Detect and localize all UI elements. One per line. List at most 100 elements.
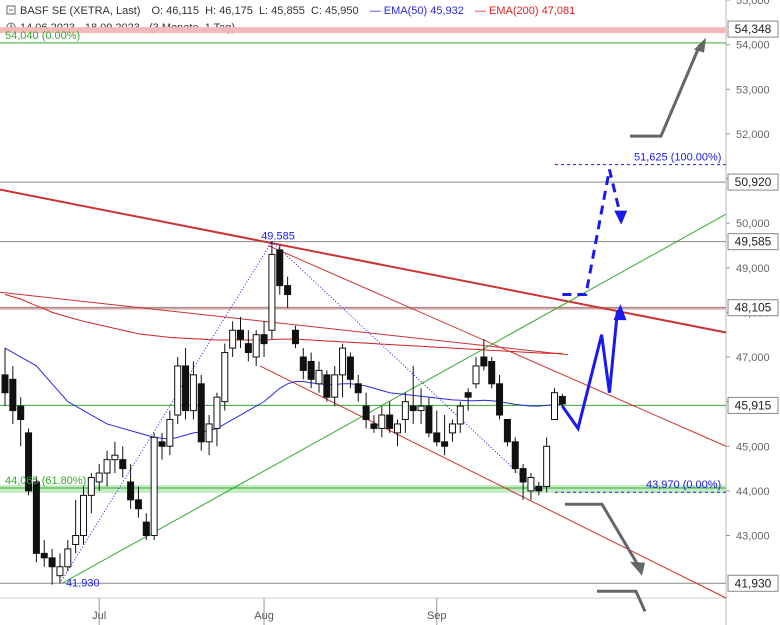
candle-body (48, 557, 56, 568)
candle (511, 437, 519, 474)
projection-path (561, 308, 622, 432)
low-value: L: 45,855 (258, 5, 305, 17)
y-tick-label: 55,000 (736, 0, 770, 7)
candle-body (276, 249, 284, 287)
candle (221, 343, 229, 411)
candle (488, 357, 496, 389)
candle-body (519, 468, 527, 483)
candle-body (80, 494, 87, 537)
y-tick-label: 50,000 (736, 218, 770, 230)
candle-body (182, 365, 190, 412)
candle-body (417, 405, 425, 412)
candle-body (488, 360, 496, 385)
candle-body (551, 392, 558, 420)
candle (237, 316, 244, 349)
candle (551, 388, 558, 420)
ema200-legend-swatch: — (474, 5, 486, 17)
level-box-label: 49,585 (735, 235, 772, 249)
candle-body (229, 329, 237, 349)
y-tick-label: 47,000 (736, 352, 770, 364)
x-tick-label: Sep (427, 610, 447, 622)
candle-body (331, 374, 339, 398)
fib-0-top-label: 54,040 (0.00%) (5, 30, 80, 42)
candle-body (260, 334, 268, 345)
candle-body (213, 396, 221, 429)
candle-body (315, 369, 323, 385)
ema200-line (4, 294, 563, 354)
candle (535, 481, 543, 496)
candle-body (323, 374, 331, 398)
level-box-frame (727, 173, 779, 191)
candle (244, 330, 252, 362)
candle (182, 348, 190, 420)
scenario-arrow-down (597, 589, 647, 613)
level-box-frame (727, 20, 779, 38)
candle (394, 419, 401, 447)
candle-body (72, 535, 80, 545)
candle-body (464, 392, 472, 398)
candle (543, 437, 551, 493)
candle-body (291, 329, 299, 345)
candle (315, 361, 323, 393)
candle-body (441, 441, 449, 447)
ema50-value: 45,932 (430, 5, 464, 17)
candle-body (472, 365, 480, 385)
open-value: O: 46,115 (151, 5, 199, 17)
candle (370, 415, 378, 433)
fib-61-8-label: 44,065 (61.80%) (5, 475, 86, 487)
downtrend-line (0, 188, 727, 334)
candle-body (17, 405, 25, 420)
fib-dotted-line (59, 240, 540, 584)
candle-body (268, 253, 276, 331)
candle-body (386, 414, 394, 429)
candle (291, 325, 299, 349)
x-tick-label: Aug (254, 610, 274, 622)
candle (189, 361, 197, 420)
candle (472, 357, 480, 389)
candle-body (503, 418, 511, 443)
candle-body (543, 445, 551, 487)
candle-body (237, 329, 244, 340)
candle-body (370, 423, 378, 429)
candle (64, 539, 72, 572)
level-price-box: 45,915 (727, 396, 779, 414)
candle-body (378, 414, 386, 429)
candle-body (189, 374, 197, 412)
candle-body (134, 499, 142, 510)
y-tick-label: 45,000 (736, 441, 770, 453)
candle (103, 450, 111, 487)
candle (80, 486, 87, 545)
projection-arrowhead (613, 304, 627, 321)
y-tick-label: 44,000 (736, 486, 770, 498)
candle-body (205, 423, 213, 443)
ema50-label: EMA(50) (383, 5, 428, 17)
x-tick-label: Jul (92, 610, 106, 622)
candle (307, 352, 315, 389)
candle (9, 365, 17, 424)
candle (448, 419, 456, 442)
candle-body (448, 423, 456, 434)
chart-title: BASF SE (XETRA, Last) (20, 5, 141, 17)
fib-100-label: 51,625 (100.00%) (634, 152, 721, 164)
candle (284, 276, 292, 308)
candle (150, 432, 158, 540)
candle-body (299, 356, 307, 371)
candle (166, 410, 174, 456)
candle-body (425, 405, 433, 434)
candle-body (56, 566, 64, 577)
scenario-arrowhead (694, 37, 706, 53)
level-box-frame (727, 299, 779, 317)
candle (1, 348, 9, 407)
candle-body (32, 481, 40, 554)
close-value: C: 45,950 (310, 5, 359, 17)
candle (417, 388, 425, 424)
candle-body (394, 423, 401, 434)
header-toggle-icon[interactable] (6, 5, 16, 15)
candle-body (25, 432, 33, 492)
candle (362, 392, 370, 429)
candle (354, 374, 362, 402)
candle-body (103, 459, 111, 474)
candle-body (127, 481, 135, 501)
